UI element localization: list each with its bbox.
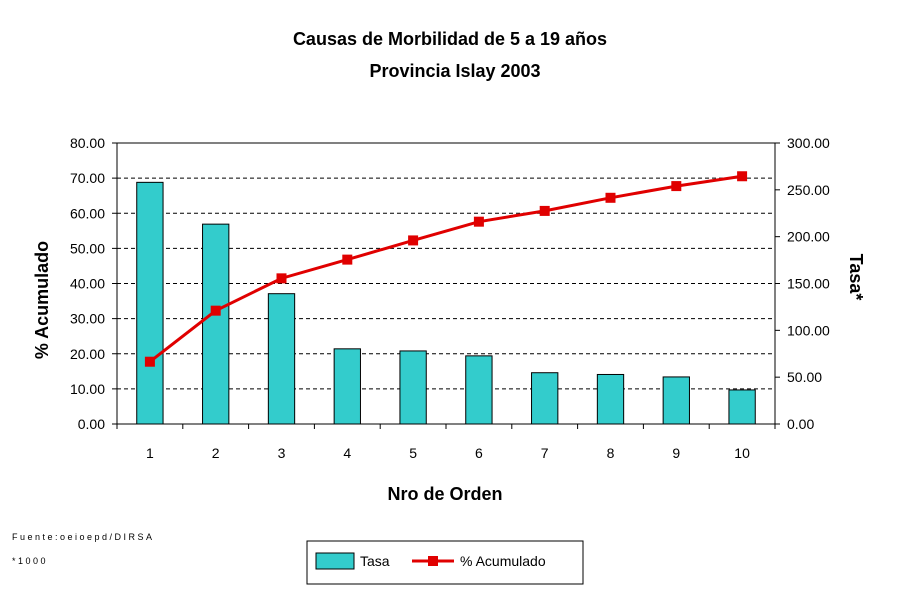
x-tick-label: 5 <box>409 445 417 461</box>
y-right-tick-label: 50.00 <box>787 369 822 385</box>
bar-tasa <box>531 372 559 425</box>
bar-tasa <box>596 373 625 425</box>
legend-label-tasa: Tasa <box>360 553 390 569</box>
x-tick-label: 10 <box>734 445 750 461</box>
y-axis-left-ticks: 0.00 10.00 20.00 30.00 40.00 50.00 60.00 70.00 8… <box>70 135 117 432</box>
x-tick-label: 3 <box>278 445 286 461</box>
y-right-tick-label: 150.00 <box>787 276 830 292</box>
bar-tasa <box>202 223 230 425</box>
x-tick-label: 8 <box>607 445 615 461</box>
line-acumulado <box>148 174 743 363</box>
y-left-tick-label: 30.00 <box>70 311 105 327</box>
bar-tasa <box>136 181 164 425</box>
y-right-tick-label: 0.00 <box>787 416 814 432</box>
y-left-tick-label: 20.00 <box>70 346 105 362</box>
bar-tasa <box>662 376 690 425</box>
x-axis-label: Nro de Orden <box>387 484 502 504</box>
gridlines <box>117 177 775 390</box>
bar-series-tasa <box>136 181 756 425</box>
x-tick-label: 1 <box>146 445 154 461</box>
point-acumulado <box>342 254 353 265</box>
bar-tasa <box>267 293 296 425</box>
point-acumulado <box>144 356 155 367</box>
y-left-tick-label: 50.00 <box>70 240 105 256</box>
y-left-tick-label: 70.00 <box>70 170 105 186</box>
x-tick-label: 2 <box>212 445 220 461</box>
bar-tasa <box>465 355 493 425</box>
x-tick-label: 7 <box>541 445 549 461</box>
point-acumulado <box>276 273 287 284</box>
chart-title: Causas de Morbilidad de 5 a 19 años <box>293 29 607 49</box>
y-left-tick-label: 10.00 <box>70 381 105 397</box>
bar-tasa <box>728 389 756 425</box>
y-left-tick-label: 0.00 <box>78 416 105 432</box>
point-acumulado <box>737 171 748 182</box>
point-acumulado <box>473 216 484 227</box>
x-tick-label: 4 <box>343 445 351 461</box>
point-acumulado <box>671 181 682 192</box>
footnote-note: *1000 <box>12 556 49 566</box>
y-axis-right-ticks: 0.00 50.00 100.00 150.00 200.00 250.00 300.00 <box>775 135 830 432</box>
y-right-tick-label: 250.00 <box>787 182 830 198</box>
chart-subtitle: Provincia Islay 2003 <box>369 61 540 81</box>
y-axis-right-label: Tasa* <box>846 254 866 301</box>
point-acumulado <box>408 235 419 246</box>
x-axis-ticks: 1 2 3 4 5 6 7 8 9 10 <box>116 424 776 461</box>
point-acumulado <box>210 305 221 316</box>
bar-tasa <box>399 350 427 425</box>
legend: Tasa % Acumulado <box>306 540 584 585</box>
y-left-tick-label: 60.00 <box>70 205 105 221</box>
legend-marker-acumulado <box>428 556 438 566</box>
point-acumulado <box>539 205 550 216</box>
y-left-tick-label: 80.00 <box>70 135 105 151</box>
y-axis-left-label: % Acumulado <box>32 241 52 359</box>
line-series-acumulado <box>144 171 748 367</box>
y-right-tick-label: 200.00 <box>787 229 830 245</box>
y-right-tick-label: 300.00 <box>787 135 830 151</box>
bar-tasa <box>333 348 361 425</box>
y-left-tick-label: 40.00 <box>70 276 105 292</box>
legend-swatch-tasa <box>315 552 355 570</box>
x-tick-label: 9 <box>672 445 680 461</box>
footnote-source: Fuente:oeioepd/DIRSA <box>12 532 155 542</box>
y-right-tick-label: 100.00 <box>787 322 830 338</box>
x-tick-label: 6 <box>475 445 483 461</box>
point-acumulado <box>605 192 616 203</box>
legend-label-acumulado: % Acumulado <box>460 553 546 569</box>
